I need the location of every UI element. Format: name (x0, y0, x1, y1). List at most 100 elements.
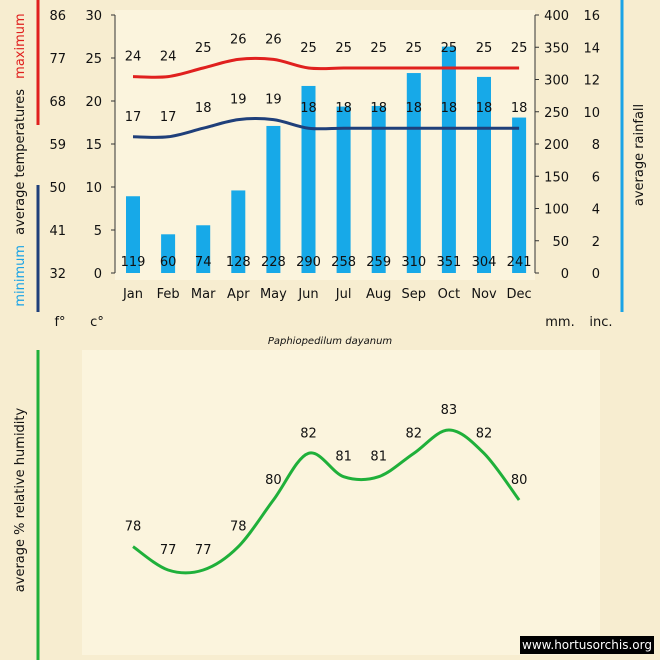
month-label: May (260, 287, 287, 302)
mm-axis-tick-label: 350 (544, 41, 569, 56)
humidity-value-label: 82 (476, 426, 493, 441)
f-axis-tick-label: 77 (49, 52, 66, 67)
rainfall-value-label: 310 (401, 255, 426, 270)
humidity-axis-title: average % relative humidity (13, 407, 28, 592)
rainfall-value-label: 241 (507, 255, 532, 270)
rainfall-bar (161, 234, 176, 273)
min-temperature-label: 18 (511, 101, 528, 116)
inc-axis-tick-label: 0 (592, 267, 600, 282)
humidity-value-label: 80 (511, 473, 528, 488)
unit-mm: mm. (545, 315, 574, 330)
month-label: Aug (366, 287, 391, 302)
max-temperature-label: 25 (441, 41, 458, 56)
species-caption: Paphiopedilum dayanum (268, 336, 393, 347)
month-label: Jan (122, 287, 143, 302)
f-axis-tick-label: 68 (49, 95, 66, 110)
right-axis-title: average rainfall (632, 104, 647, 206)
month-label: Apr (227, 287, 250, 302)
temperature-value-labels: 24 24 25 26 26 25 25 25 25 25 25 25 17 17 18 19 19 18 18 18… (125, 32, 528, 124)
f-axis-tick-label: 86 (49, 9, 66, 24)
temperature-lines (132, 56, 520, 139)
mm-axis-tick-label: 250 (544, 106, 569, 121)
left-axis-title: minimum average temperatures maximum (13, 13, 28, 306)
mm-axis-tick-label: 50 (552, 235, 569, 250)
min-temperature-label: 18 (476, 101, 493, 116)
min-temperature-label: 18 (370, 101, 387, 116)
title-average-temperatures: average temperatures (13, 89, 28, 235)
humidity-value-label: 78 (230, 520, 247, 535)
min-temperature-label: 19 (230, 93, 247, 108)
month-label: Jul (335, 287, 352, 302)
f-axis-tick-label: 59 (49, 138, 66, 153)
rainfall-bar (231, 190, 246, 273)
mm-axis-tick-label: 200 (544, 138, 569, 153)
rainfall-bar (441, 46, 456, 274)
humidity-value-label: 82 (300, 426, 317, 441)
max-temperature-label: 26 (265, 32, 282, 47)
unit-c: c° (90, 315, 104, 330)
min-temperature-label: 19 (265, 93, 282, 108)
watermark-box (520, 636, 654, 654)
min-temperature-line (132, 117, 520, 139)
c-axis-tick-label: 25 (85, 52, 102, 67)
month-labels: Jan Feb Mar Apr May Jun Jul Aug Sep Oct Nov Dec (122, 287, 532, 302)
humidity-value-label: 82 (406, 426, 423, 441)
max-temperature-label: 25 (195, 41, 212, 56)
f-axis-tick-label: 41 (49, 224, 66, 239)
rainfall-bar (406, 73, 421, 273)
inc-axis-tick-label: 4 (592, 203, 600, 218)
unit-inc: inc. (589, 315, 612, 330)
rainfall-bar (336, 106, 351, 273)
mm-axis-tick-label: 150 (544, 170, 569, 185)
humidity-value-label: 77 (160, 543, 177, 558)
inc-axis-tick-label: 14 (583, 41, 600, 56)
rainfall-value-label: 258 (331, 255, 356, 270)
min-temperature-label: 17 (125, 110, 142, 125)
min-temperature-label: 17 (160, 110, 177, 125)
f-axis-tick-label: 32 (49, 267, 66, 282)
rainfall-value-label: 228 (261, 255, 286, 270)
c-axis-tick-label: 15 (85, 138, 102, 153)
inc-axis-tick-label: 6 (592, 170, 600, 185)
month-label: Mar (191, 287, 216, 302)
min-temperature-label: 18 (335, 101, 352, 116)
rainfall-value-label: 128 (226, 255, 251, 270)
max-temperature-label: 26 (230, 32, 247, 47)
c-axis-tick-label: 5 (94, 224, 102, 239)
humidity-value-label: 81 (335, 450, 352, 465)
title-minimum: minimum (13, 245, 28, 307)
mm-axis-tick-label: 100 (544, 203, 569, 218)
rainfall-bar (477, 76, 491, 273)
rainfall-bar (512, 117, 527, 274)
rainfall-bar (196, 225, 211, 273)
watermark-text: www.hortusorchis.org (522, 638, 652, 652)
min-temperature-label: 18 (195, 101, 212, 116)
rainfall-bar (301, 85, 316, 273)
month-label: Feb (157, 287, 180, 302)
inc-axis-tick-label: 2 (592, 235, 600, 250)
rainfall-bar (371, 105, 386, 273)
min-temperature-label: 18 (441, 101, 458, 116)
month-label: Nov (471, 287, 497, 302)
rainfall-bars (126, 46, 527, 274)
inc-axis-tick-label: 10 (583, 106, 600, 121)
min-temperature-label: 18 (406, 101, 423, 116)
max-temperature-label: 25 (476, 41, 493, 56)
max-temperature-line (132, 56, 520, 79)
rainfall-bar (126, 196, 140, 273)
humidity-value-label: 77 (195, 543, 212, 558)
mm-axis-tick-label: 300 (544, 74, 569, 89)
humidity-value-label: 78 (125, 520, 142, 535)
mm-axis-tick-label: 0 (561, 267, 569, 282)
max-temperature-label: 24 (125, 50, 142, 65)
humidity-plot-area (82, 350, 600, 655)
f-axis-tick-label: 50 (49, 181, 66, 196)
c-axis-tick-label: 30 (85, 9, 102, 24)
mm-axis-tick-label: 400 (544, 9, 569, 24)
rainfall-value-label: 290 (296, 255, 321, 270)
humidity-value-label: 81 (370, 450, 387, 465)
unit-f: f° (54, 315, 65, 330)
humidity-line (132, 428, 521, 575)
max-temperature-label: 25 (335, 41, 352, 56)
